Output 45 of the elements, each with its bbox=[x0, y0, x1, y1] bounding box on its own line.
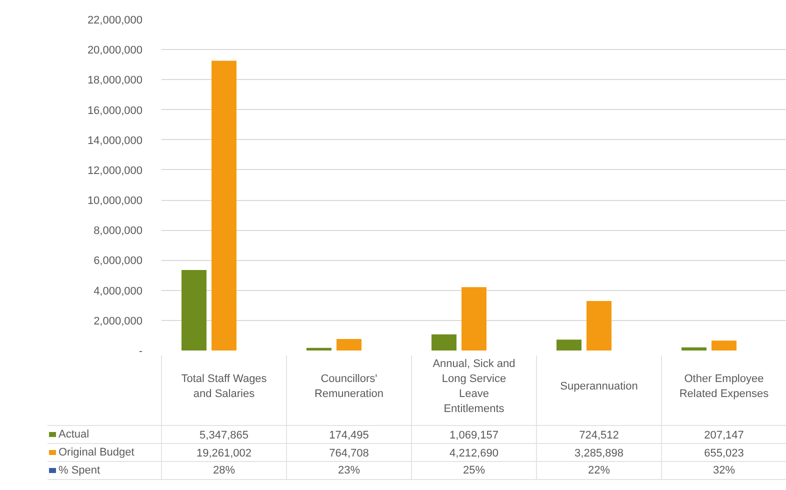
x-tick-label: Superannuation bbox=[560, 380, 638, 392]
y-tick-label: 6,000,000 bbox=[94, 255, 142, 268]
bar bbox=[586, 301, 612, 350]
data-label: 724,512 bbox=[579, 430, 619, 442]
y-tick-label: 10,000,000 bbox=[87, 195, 143, 208]
bar bbox=[212, 60, 236, 350]
legend-label: % Spent bbox=[58, 464, 100, 476]
data-label: 764,708 bbox=[329, 448, 369, 460]
y-tick-label: 22,000,000 bbox=[87, 14, 143, 26]
y-tick-label: 8,000,000 bbox=[94, 225, 142, 238]
x-tick-label: Total Staff Wages and Salaries bbox=[181, 373, 268, 400]
data-label: 1,069,157 bbox=[450, 430, 498, 442]
y-tick-label: 2,000,000 bbox=[94, 315, 142, 328]
y-tick-label: 18,000,000 bbox=[87, 74, 143, 87]
data-label: 5,347,865 bbox=[200, 430, 248, 442]
bar bbox=[462, 287, 486, 350]
legend-label: Original Budget bbox=[58, 446, 134, 458]
y-tick-label: 4,000,000 bbox=[94, 285, 142, 298]
legend-label: Actual bbox=[58, 428, 90, 440]
y-tick-label: 20,000,000 bbox=[87, 44, 143, 57]
bar bbox=[556, 340, 582, 350]
x-tick-label: Annual, Sick and Long Service Leave Entitlements bbox=[432, 358, 516, 415]
y-tick-label: 14,000,000 bbox=[87, 134, 143, 147]
data-label: 174,495 bbox=[329, 430, 369, 442]
y-tick-label: 12,000,000 bbox=[87, 164, 143, 177]
bar bbox=[432, 334, 456, 350]
data-label: 4,212,690 bbox=[450, 448, 498, 460]
data-label: 19,261,002 bbox=[196, 448, 252, 460]
text: 28% bbox=[212, 464, 236, 476]
y-tick-label: - bbox=[138, 346, 143, 358]
bar bbox=[306, 348, 332, 350]
data-label: 207,147 bbox=[704, 430, 744, 442]
x-tick-label: Other Employee Related Expenses bbox=[679, 373, 770, 400]
bar bbox=[712, 340, 736, 350]
text: 25% bbox=[462, 464, 486, 476]
y-tick-label: 16,000,000 bbox=[87, 104, 143, 117]
text: 32% bbox=[712, 464, 736, 476]
text: 23% bbox=[338, 464, 360, 476]
text: 22% bbox=[588, 464, 610, 476]
data-label: 3,285,898 bbox=[574, 448, 624, 460]
bar bbox=[182, 270, 206, 350]
bar bbox=[336, 338, 362, 350]
bar bbox=[682, 347, 706, 350]
data-label: 655,023 bbox=[704, 448, 744, 460]
x-tick-label: Councillors' Remuneration bbox=[314, 373, 384, 400]
